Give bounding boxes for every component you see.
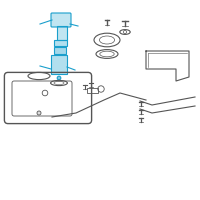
Bar [54,47,66,54]
FancyBboxPatch shape [51,13,71,27]
Circle shape [37,111,41,115]
Bar [51,55,67,74]
Circle shape [57,76,61,80]
Bar [57,26,67,40]
Bar [87,88,98,93]
Bar [54,40,67,46]
